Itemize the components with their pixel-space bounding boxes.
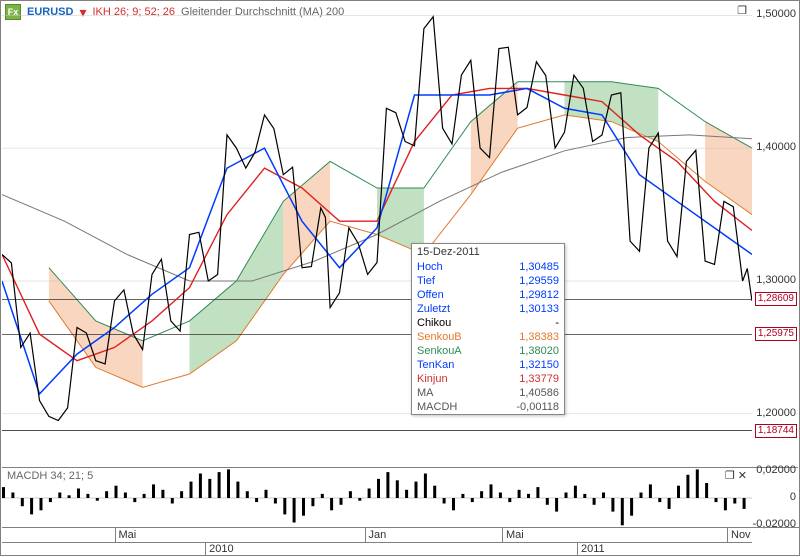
- chart-window: Fx EURUSD ▾ IKH 26; 9; 52; 26 Gleitender…: [0, 0, 800, 556]
- tooltip-row-label: Offen: [417, 289, 444, 301]
- price-ref-label: 1,25975: [755, 327, 797, 341]
- tooltip-row-label: MA: [417, 387, 434, 399]
- tooltip-row-value: 1,38383: [519, 331, 559, 343]
- xaxis-month-tick: Mai: [115, 528, 137, 542]
- tooltip-row-value: 1,40586: [519, 387, 559, 399]
- macd-indicator-label[interactable]: MACDH 34; 21; 5: [7, 470, 93, 482]
- tooltip-row: TenKan 1,32150: [412, 358, 564, 372]
- tooltip-row: MA 1,40586: [412, 386, 564, 400]
- price-ytick: 1,30000: [756, 274, 796, 286]
- tooltip-row: Hoch 1,30485: [412, 260, 564, 274]
- tooltip-date: 15-Dez-2011: [412, 244, 564, 260]
- xaxis-month-tick: Nov: [727, 528, 751, 542]
- xaxis-year-tick: 2010: [205, 542, 233, 556]
- tooltip-row-value: 1,33779: [519, 373, 559, 385]
- tooltip-row-value: 1,30485: [519, 261, 559, 273]
- price-ref-label: 1,28609: [755, 292, 797, 306]
- time-axis: Mai Jan Mai Nov 2010 2011: [2, 527, 800, 557]
- price-ref-label: 1,18744: [755, 424, 797, 438]
- tooltip-row-value: 1,29559: [519, 275, 559, 287]
- tooltip-row: SenkouB 1,38383: [412, 330, 564, 344]
- macd-chart[interactable]: [2, 467, 752, 528]
- tooltip-row-label: Tief: [417, 275, 435, 287]
- tooltip-row-label: TenKan: [417, 359, 454, 371]
- tooltip-row: Tief 1,29559: [412, 274, 564, 288]
- tooltip-row-value: 1,32150: [519, 359, 559, 371]
- tooltip-row-value: -: [555, 317, 559, 329]
- price-ytick: 1,20000: [756, 407, 796, 419]
- macd-y-axis: 0,020000-0,02000: [750, 467, 798, 528]
- tooltip-row: Offen 1,29812: [412, 288, 564, 302]
- tooltip-row: SenkouA 1,38020: [412, 344, 564, 358]
- close-icon[interactable]: ✕: [738, 470, 747, 482]
- price-chart[interactable]: [2, 2, 752, 467]
- macd-ytick: 0,02000: [756, 464, 796, 476]
- price-ytick: 1,50000: [756, 8, 796, 20]
- tooltip-row-value: 1,30133: [519, 303, 559, 315]
- tooltip-row: Chikou -: [412, 316, 564, 330]
- price-ytick: 1,40000: [756, 141, 796, 153]
- tooltip-row-label: MACDH: [417, 401, 457, 413]
- data-tooltip: 15-Dez-2011 Hoch 1,30485 Tief 1,29559 Offen 1…: [411, 243, 565, 415]
- tooltip-row-label: Kinjun: [417, 373, 448, 385]
- tooltip-row-label: Zuletzt: [417, 303, 450, 315]
- tooltip-row-label: Hoch: [417, 261, 443, 273]
- tooltip-row-value: -0,00118: [516, 401, 559, 413]
- tooltip-row-label: Chikou: [417, 317, 451, 329]
- xaxis-month-tick: Mai: [502, 528, 524, 542]
- tooltip-row-label: SenkouB: [417, 331, 462, 343]
- tooltip-row: MACDH -0,00118: [412, 400, 564, 414]
- price-y-axis: 1,20000 1,30000 1,40000 1,50000 1,28609 1,259…: [750, 2, 798, 467]
- macd-panel-controls: ❐ ✕: [725, 469, 747, 482]
- tooltip-row: Kinjun 1,33779: [412, 372, 564, 386]
- macd-ytick: 0: [790, 491, 796, 503]
- restore-icon[interactable]: ❐: [725, 470, 735, 482]
- tooltip-row: Zuletzt 1,30133: [412, 302, 564, 316]
- tooltip-row-label: SenkouA: [417, 345, 462, 357]
- xaxis-month-tick: Jan: [365, 528, 387, 542]
- tooltip-row-value: 1,38020: [519, 345, 559, 357]
- tooltip-row-value: 1,29812: [519, 289, 559, 301]
- xaxis-year-tick: 2011: [577, 542, 605, 556]
